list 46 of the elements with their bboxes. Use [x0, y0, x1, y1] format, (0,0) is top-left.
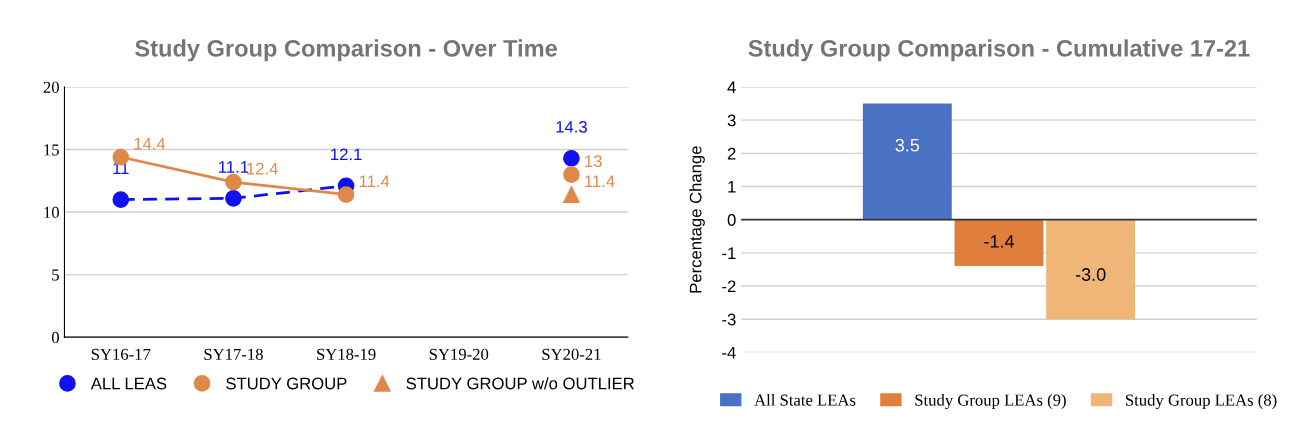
x-tick-label: SY20-21 [542, 348, 601, 360]
legend-label: STUDY GROUP w/o OUTLIER [406, 377, 634, 390]
y-tick-label: -2 [722, 280, 736, 293]
y-tick-label: 3 [727, 114, 736, 127]
data-label: 11.4 [585, 175, 615, 187]
chart-title: Study Group Comparison - Cumulative 17-21 [748, 39, 1250, 62]
chart-title: Study Group Comparison - Over Time [135, 39, 557, 62]
point [225, 189, 242, 207]
data-label: 11.1 [219, 161, 249, 173]
data-label: 12.1 [331, 148, 362, 161]
legend-label: ALL LEAS [90, 377, 167, 390]
point [112, 191, 130, 208]
y-tick-label: 5 [52, 269, 59, 281]
data-label: 3.5 [895, 138, 920, 152]
y-tick-label: 4 [727, 81, 736, 94]
x-tick-label: SY17-18 [204, 348, 263, 360]
y-tick-label: 15 [44, 144, 59, 156]
y-tick-label: 10 [44, 206, 59, 219]
y-tick-label: 1 [728, 181, 736, 193]
y-tick-label: -3 [722, 313, 736, 326]
x-tick-label: SY19-20 [429, 348, 489, 360]
point [563, 166, 580, 183]
data-label: -3.0 [1075, 268, 1106, 281]
legend-label: STUDY GROUP [226, 377, 347, 390]
legend-label: Study Group LEAs (9) [915, 393, 1066, 410]
y-tick-label: 2 [727, 147, 736, 160]
y-axis-title: Percentage Change [689, 146, 705, 293]
point [225, 173, 242, 191]
data-label: 11.4 [359, 175, 390, 187]
y-tick-label: -1 [722, 247, 736, 259]
point [563, 186, 580, 203]
data-label: 13 [585, 155, 602, 168]
data-label: -1.4 [984, 235, 1014, 248]
y-tick-label: -4 [722, 346, 736, 359]
data-label: 14.3 [556, 120, 587, 133]
y-tick-label: 0 [727, 214, 736, 226]
y-tick-label: 20 [43, 81, 59, 93]
data-label: 14.4 [134, 137, 166, 150]
legend-label: Study Group LEAs (8) [1126, 393, 1277, 410]
point [563, 149, 580, 167]
point [337, 186, 355, 203]
y-tick-label: 0 [51, 331, 59, 344]
legend-label: All State LEAs [754, 393, 856, 406]
x-tick-label: SY16-17 [91, 348, 151, 360]
x-tick-label: SY18-19 [317, 348, 376, 360]
data-label: 12.4 [247, 162, 278, 175]
